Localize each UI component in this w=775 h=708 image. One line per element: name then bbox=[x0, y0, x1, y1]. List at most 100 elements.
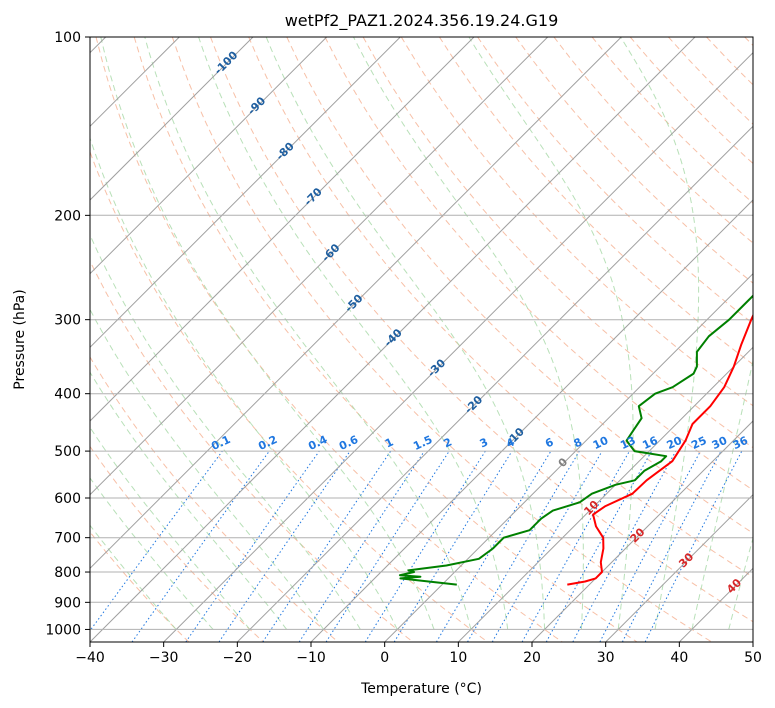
isotherm-label: -100 bbox=[212, 48, 241, 77]
mixing-ratio-line bbox=[262, 450, 392, 642]
mixing-ratio-line bbox=[364, 450, 486, 642]
isotherm-line bbox=[310, 199, 753, 642]
isotherm-label: 30 bbox=[676, 550, 696, 570]
isotherm-line bbox=[90, 37, 622, 570]
moist-adiabat bbox=[90, 371, 288, 630]
moist-adiabat bbox=[468, 37, 634, 630]
isotherm-label: -30 bbox=[425, 356, 448, 379]
dry-adiabat bbox=[248, 37, 753, 578]
mixing-ratio-label: 16 bbox=[640, 434, 660, 452]
pressure-gridlines bbox=[90, 37, 753, 630]
mixing-ratio-line bbox=[185, 450, 320, 642]
y-tick-label: 1000 bbox=[45, 622, 81, 638]
dry-adiabat bbox=[668, 37, 753, 125]
mixing-ratio-label: 0.6 bbox=[337, 433, 360, 453]
isotherm-label: 10 bbox=[581, 498, 601, 518]
isotherm-line bbox=[90, 37, 254, 201]
moist-adiabat bbox=[90, 308, 325, 630]
isotherm-label: -20 bbox=[462, 393, 485, 416]
y-axis-label: Pressure (hPa) bbox=[12, 289, 28, 389]
x-axis-ticks: −40 −30 −20 −10 0 10 20 30 40 50 bbox=[75, 642, 762, 666]
mixing-ratio-label: 1.5 bbox=[411, 433, 434, 453]
moist-adiabat bbox=[90, 477, 214, 630]
y-tick-label: 600 bbox=[54, 491, 81, 507]
skewed-isotherms bbox=[90, 37, 753, 642]
mixing-ratio-lines bbox=[90, 450, 743, 642]
y-tick-label: 700 bbox=[54, 531, 81, 547]
moist-adiabat bbox=[100, 37, 435, 630]
moist-adiabat bbox=[353, 37, 584, 630]
isotherm-label: -50 bbox=[342, 292, 365, 315]
moist-adiabat bbox=[90, 426, 251, 630]
mixing-ratio-label: 10 bbox=[591, 434, 611, 452]
isotherm-label: -40 bbox=[382, 326, 405, 349]
mixing-ratio-line bbox=[298, 450, 425, 642]
isotherm-line bbox=[90, 37, 549, 496]
moist-adiabat bbox=[766, 37, 775, 629]
mixing-ratio-line bbox=[521, 450, 630, 642]
dry-adiabat bbox=[90, 356, 339, 642]
plot-frame bbox=[89, 36, 754, 643]
chart-title: wetPf2_PAZ1.2024.356.19.24.G19 bbox=[285, 11, 559, 31]
isotherm-label: -90 bbox=[245, 94, 268, 117]
y-tick-label: 100 bbox=[54, 30, 81, 46]
isotherm-line bbox=[752, 641, 753, 642]
dry-adiabat bbox=[90, 445, 264, 642]
dry-adiabat bbox=[90, 531, 190, 642]
mixing-ratio-line bbox=[325, 450, 450, 642]
dry-adiabat bbox=[133, 37, 638, 642]
dry-adiabat bbox=[706, 37, 753, 86]
y-tick-label: 800 bbox=[54, 565, 81, 581]
moist-adiabats bbox=[90, 37, 775, 630]
mixing-ratio-line bbox=[644, 450, 743, 642]
y-tick-label: 300 bbox=[54, 313, 81, 329]
mixing-ratio-line bbox=[131, 450, 270, 642]
temperature-line bbox=[567, 313, 753, 586]
isotherm-label: 0 bbox=[556, 455, 571, 470]
dry-adiabat bbox=[477, 37, 753, 325]
mixing-ratio-labels: 0.1 0.2 0.4 0.6 1 1.5 2 3 4 6 8 10 13 16 20 25 30 36 bbox=[209, 433, 750, 453]
x-tick-label: −10 bbox=[296, 650, 326, 666]
mixing-ratio-label: 1 bbox=[383, 435, 395, 450]
mixing-ratio-label: 0.2 bbox=[256, 433, 279, 453]
isotherm-label: 20 bbox=[628, 525, 648, 545]
dry-adiabat bbox=[324, 37, 753, 491]
x-axis-label: Temperature (°C) bbox=[360, 681, 482, 697]
moist-adiabat bbox=[620, 37, 700, 630]
x-tick-label: 30 bbox=[597, 650, 615, 666]
isotherm-line bbox=[384, 272, 753, 642]
mixing-ratio-line bbox=[218, 450, 351, 642]
x-tick-label: −20 bbox=[223, 650, 253, 666]
y-tick-label: 900 bbox=[54, 595, 81, 611]
y-tick-label: 200 bbox=[54, 208, 81, 224]
isotherm-line bbox=[90, 37, 475, 422]
mixing-ratio-label: 36 bbox=[731, 434, 751, 452]
isotherm-line bbox=[90, 37, 696, 642]
mixing-ratio-label: 3 bbox=[478, 435, 490, 450]
isotherm-label: -60 bbox=[319, 241, 342, 264]
moist-adiabat bbox=[691, 358, 753, 630]
mixing-ratio-line bbox=[90, 450, 223, 632]
dry-adiabat bbox=[210, 37, 753, 623]
y-tick-label: 500 bbox=[54, 444, 81, 460]
mixing-ratio-label: 13 bbox=[618, 434, 637, 452]
isotherm-line bbox=[90, 37, 401, 349]
mixing-ratio-label: 25 bbox=[689, 434, 708, 452]
moist-adiabat bbox=[144, 37, 472, 630]
dry-adiabat bbox=[591, 37, 753, 204]
moist-adiabat bbox=[265, 37, 546, 630]
moist-adiabat bbox=[198, 37, 509, 630]
mixing-ratio-label: 8 bbox=[572, 435, 584, 450]
x-tick-label: −40 bbox=[75, 650, 105, 666]
y-tick-label: 400 bbox=[54, 387, 81, 403]
x-tick-label: 50 bbox=[744, 650, 762, 666]
isotherm-label: -80 bbox=[274, 139, 297, 162]
x-tick-label: 40 bbox=[670, 650, 688, 666]
dewpoint-line bbox=[398, 294, 753, 586]
isotherm-line bbox=[457, 346, 753, 642]
x-tick-label: 0 bbox=[380, 650, 389, 666]
isotherm-line bbox=[605, 493, 753, 642]
plot-area: -100-90-80-70-60-50-40-30-20-10010203040… bbox=[90, 37, 775, 642]
mixing-ratio-label: 6 bbox=[543, 435, 556, 450]
